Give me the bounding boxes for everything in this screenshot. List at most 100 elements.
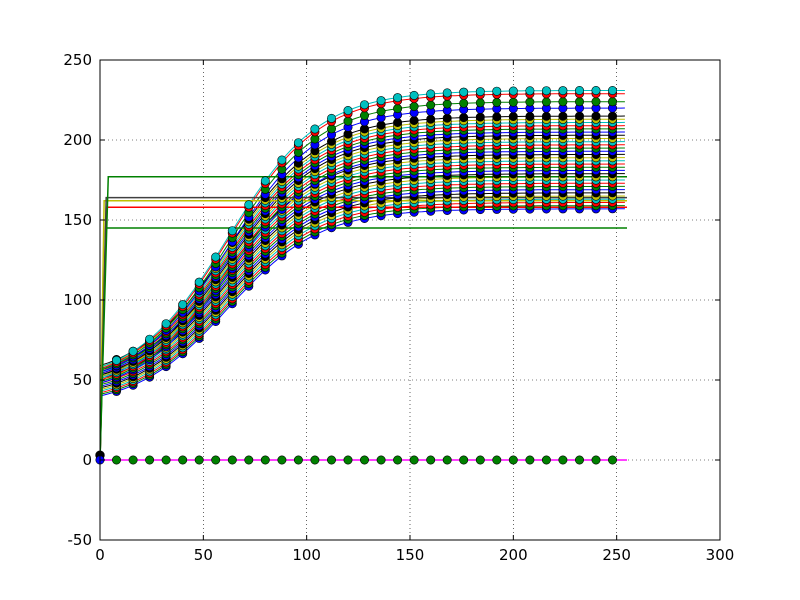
y-tick-label: 200: [63, 131, 92, 149]
data-point: [244, 200, 254, 210]
data-point: [459, 87, 469, 97]
data-point: [326, 113, 336, 123]
data-point: [607, 97, 617, 107]
y-tick-label: 250: [63, 51, 92, 69]
data-point: [128, 346, 138, 356]
baseline-point: [442, 455, 452, 465]
baseline-point: [574, 455, 584, 465]
data-point: [409, 116, 419, 126]
baseline-point: [492, 455, 502, 465]
data-point: [508, 97, 518, 107]
baseline-point: [426, 455, 436, 465]
baseline-point: [244, 455, 254, 465]
data-point: [260, 176, 270, 186]
data-point: [541, 86, 551, 96]
baseline-point: [211, 455, 221, 465]
baseline-point: [128, 455, 138, 465]
x-tick-label: 150: [396, 546, 425, 564]
baseline-point: [277, 455, 287, 465]
data-point: [393, 93, 403, 103]
baseline-point: [376, 455, 386, 465]
baseline-point: [409, 455, 419, 465]
data-point: [508, 86, 518, 96]
data-point: [393, 104, 403, 114]
x-tick-label: 250: [602, 546, 631, 564]
axis-ticks: [99, 59, 721, 541]
data-point: [343, 116, 353, 126]
baseline-point: [508, 455, 518, 465]
marker-layer: [95, 86, 617, 465]
y-tick-label: 100: [63, 291, 92, 309]
data-point: [293, 138, 303, 148]
data-point: [393, 118, 403, 128]
data-point: [475, 87, 485, 97]
data-point: [492, 97, 502, 107]
data-point: [558, 97, 568, 107]
data-point: [574, 111, 584, 121]
data-point: [376, 107, 386, 117]
data-point: [508, 112, 518, 122]
data-point: [442, 88, 452, 98]
data-point: [310, 124, 320, 134]
baseline-point: [194, 455, 204, 465]
data-point: [409, 102, 419, 112]
baseline-point: [607, 455, 617, 465]
baseline-point: [178, 455, 188, 465]
baseline-point: [310, 455, 320, 465]
saturating-line: [100, 176, 627, 461]
y-tick-label: -50: [68, 531, 93, 549]
data-point: [525, 86, 535, 96]
baseline-point: [525, 455, 535, 465]
data-point: [525, 97, 535, 107]
baseline-point: [343, 455, 353, 465]
baseline-point: [541, 455, 551, 465]
data-point: [211, 252, 221, 262]
data-point: [607, 111, 617, 121]
baseline-point: [112, 455, 122, 465]
data-point: [459, 113, 469, 123]
data-point: [112, 355, 122, 365]
x-tick-label: 300: [706, 546, 735, 564]
baseline-point: [475, 455, 485, 465]
data-point: [558, 86, 568, 96]
data-point: [492, 86, 502, 96]
data-point: [541, 111, 551, 121]
baseline-point: [145, 455, 155, 465]
data-point: [475, 112, 485, 122]
data-point: [574, 97, 584, 107]
data-point: [426, 89, 436, 99]
data-point: [359, 111, 369, 121]
data-point: [442, 99, 452, 109]
x-tick-label: 200: [499, 546, 528, 564]
baseline-point: [393, 455, 403, 465]
baseline-point: [326, 455, 336, 465]
data-point: [409, 90, 419, 100]
data-point: [607, 86, 617, 96]
x-tick-label: 100: [292, 546, 321, 564]
data-point: [591, 111, 601, 121]
baseline-point: [459, 455, 469, 465]
data-point: [475, 98, 485, 108]
data-point: [277, 155, 287, 165]
baseline-point: [293, 455, 303, 465]
x-tick-label: 0: [95, 546, 105, 564]
series-layer: [100, 90, 627, 461]
baseline-point: [558, 455, 568, 465]
data-point: [145, 334, 155, 344]
data-point: [426, 100, 436, 110]
data-point: [376, 120, 386, 130]
baseline-point: [359, 455, 369, 465]
data-point: [574, 86, 584, 96]
data-point: [591, 86, 601, 96]
data-point: [227, 226, 237, 236]
data-point: [426, 114, 436, 124]
data-point: [459, 98, 469, 108]
baseline-point: [260, 455, 270, 465]
data-point: [194, 277, 204, 287]
baseline-point: [161, 455, 171, 465]
data-point: [541, 97, 551, 107]
y-tick-label: 150: [63, 211, 92, 229]
data-point: [359, 100, 369, 110]
